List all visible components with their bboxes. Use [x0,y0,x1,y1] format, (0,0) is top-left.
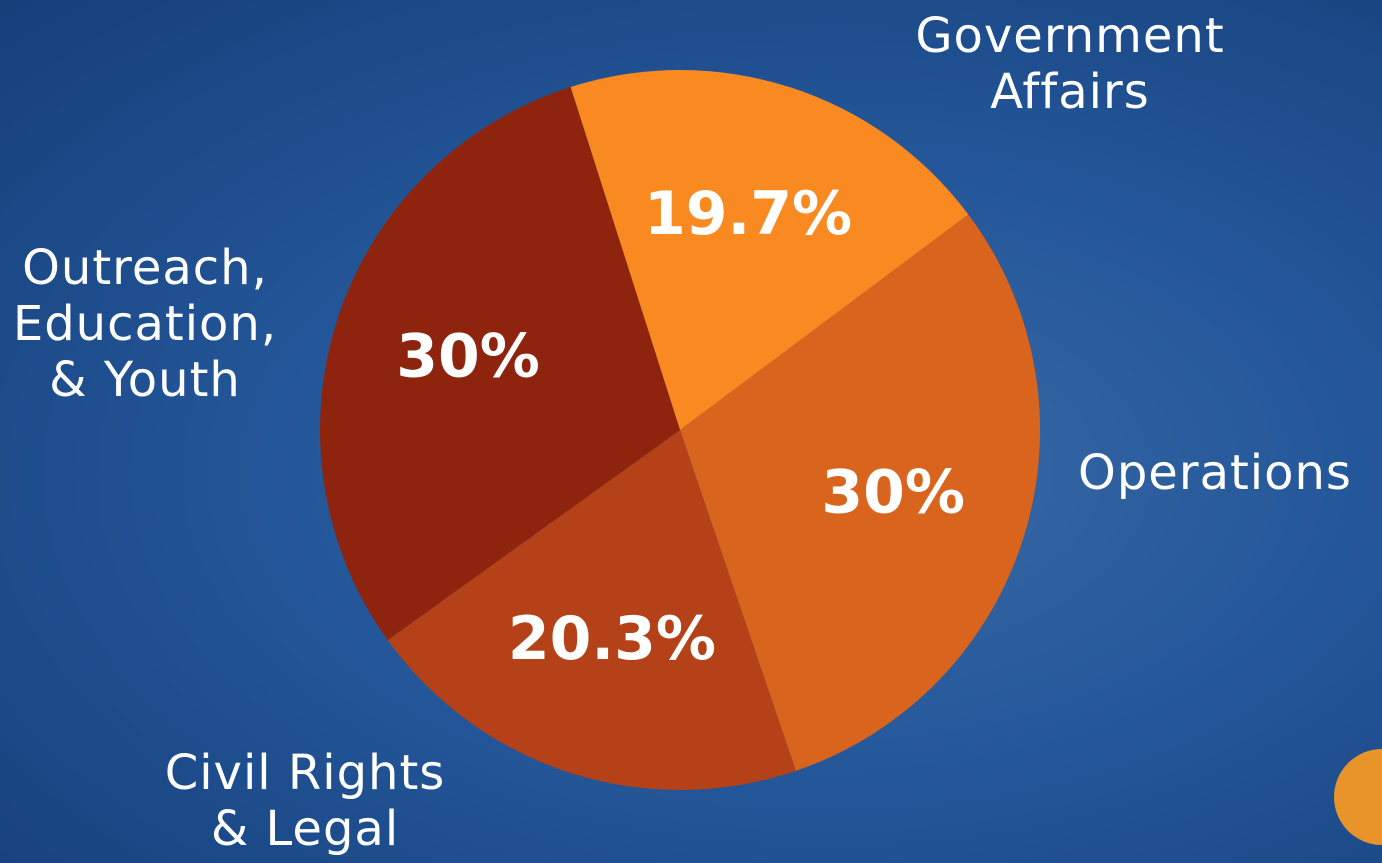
pie-slice [680,214,1041,771]
decor-circle [1334,749,1382,845]
category-label: Government Affairs [915,8,1225,120]
category-label: Operations [1078,445,1352,501]
pie-slice [387,430,796,790]
value-label: 30% [396,322,540,392]
value-label: 19.7% [644,179,852,249]
value-label: 30% [821,458,965,528]
category-label: Outreach, Education, & Youth [12,240,278,408]
category-label: Civil Rights & Legal [164,745,446,857]
value-label: 20.3% [508,604,716,674]
pie-slice [320,87,680,641]
pie-slice [570,69,969,430]
